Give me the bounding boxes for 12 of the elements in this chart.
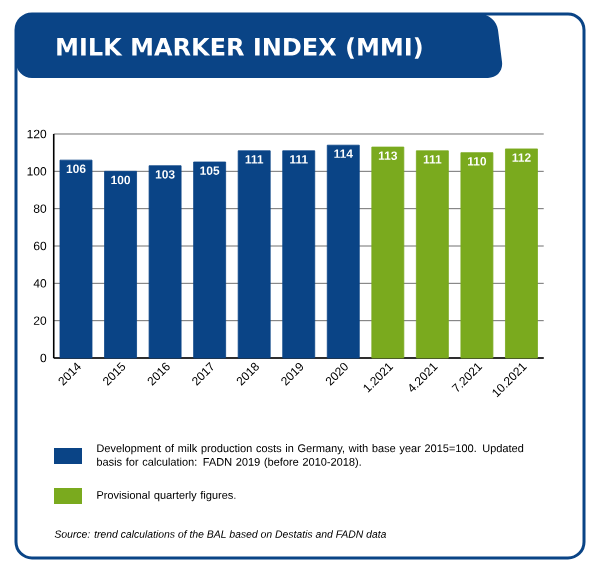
bar bbox=[59, 159, 93, 359]
bar bbox=[505, 148, 538, 359]
bar bbox=[326, 144, 360, 359]
bar bbox=[371, 146, 405, 359]
bar bbox=[148, 165, 182, 359]
bar bbox=[193, 161, 227, 359]
bar bbox=[460, 152, 494, 359]
bar bbox=[237, 150, 271, 359]
bar bbox=[282, 150, 316, 359]
bar bbox=[104, 170, 137, 359]
chart-title: MILK MARKER INDEX (MMI) bbox=[57, 37, 422, 59]
bar bbox=[415, 150, 449, 359]
